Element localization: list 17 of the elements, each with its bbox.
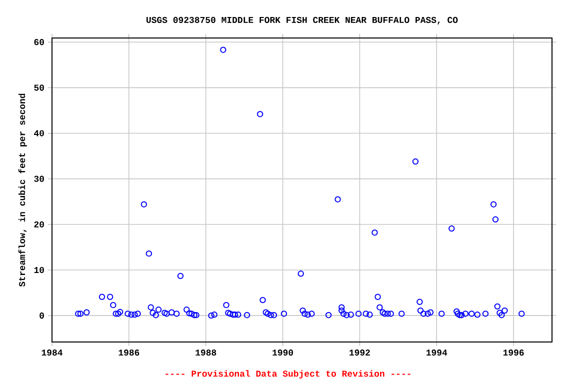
y-tick-label: 40 bbox=[34, 130, 44, 136]
y-tick-label: 10 bbox=[34, 266, 44, 274]
y-tick-label: 0 bbox=[40, 312, 44, 319]
x-tick-label: 1984 bbox=[42, 350, 62, 356]
y-tick-label: 50 bbox=[34, 84, 44, 91]
x-tick-label: 1990 bbox=[272, 350, 294, 356]
text: ---- Provisional Data Subject to Revision ---- bbox=[166, 370, 410, 378]
y-tick-label: 60 bbox=[34, 39, 44, 46]
y-tick-label: 20 bbox=[34, 221, 44, 228]
x-tick-label: 1996 bbox=[503, 350, 524, 356]
chart-title: USGS 09238750 MIDDLE FORK FISH CREEK NEAR BUFFALO PASS, CO bbox=[146, 16, 458, 25]
x-tick-label: 1986 bbox=[118, 350, 140, 356]
x-tick-label: 1992 bbox=[350, 350, 370, 356]
y-tick-label: 30 bbox=[34, 176, 44, 182]
y-axis-title: Streamflow, in cubic feet per second bbox=[18, 94, 27, 287]
x-tick-label: 1994 bbox=[426, 350, 448, 356]
x-tick-label: 1988 bbox=[196, 350, 216, 356]
